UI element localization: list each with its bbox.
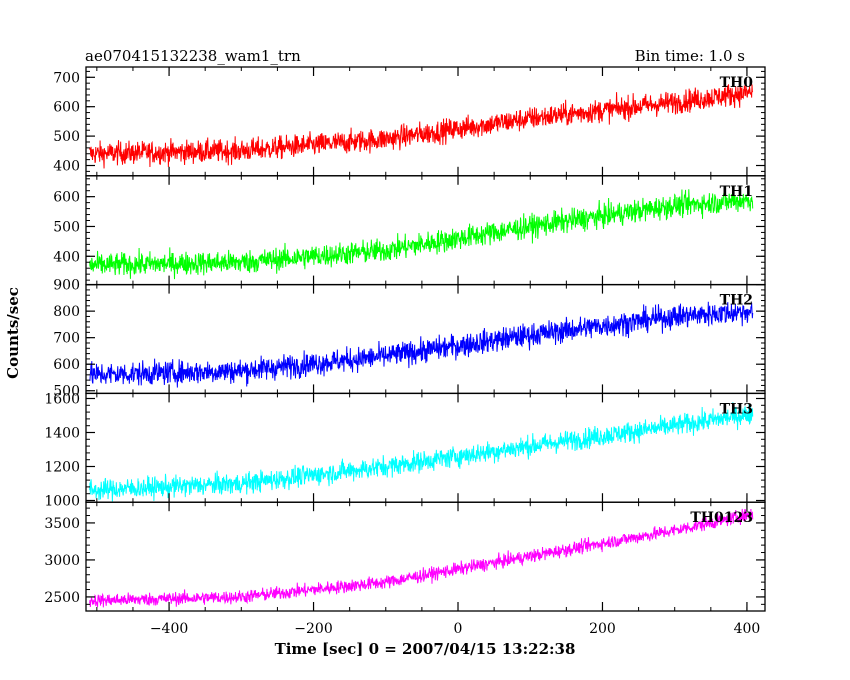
y-tick-label: 1000 (44, 494, 80, 510)
panel-th0123: 2500 3000 3500 TH0123 (44, 501, 766, 612)
panel-frame (85, 501, 766, 612)
y-tick-label: 900 (53, 278, 80, 294)
panel-label-th2: TH2 (720, 293, 753, 309)
panel-label-th0: TH0 (720, 75, 754, 91)
panel-label-th1: TH1 (720, 184, 753, 200)
panel-label-th0123: TH0123 (690, 510, 753, 526)
y-tick-label: 500 (53, 129, 80, 145)
panels-group: 400 500 600 700 TH0 400 500 600 TH1 500 600 700 800 9… (44, 66, 766, 637)
y-axis-label: Counts/sec (4, 287, 22, 379)
panel-label-th3: TH3 (720, 401, 753, 417)
bin-time-label: Bin time: 1.0 s (635, 47, 745, 65)
panel-frame (85, 392, 766, 503)
x-tick-label: 400 (734, 621, 761, 637)
y-tick-label: 800 (53, 304, 80, 320)
y-tick-label: 2500 (44, 590, 80, 606)
series-line-th0123 (89, 508, 754, 608)
y-tick-label: 3000 (44, 553, 80, 569)
series-line-th0 (89, 81, 754, 169)
y-tick-label: 600 (53, 357, 80, 373)
panel-th1: 400 500 600 TH1 (53, 175, 766, 286)
chart-title: ae070415132238_wam1_trn (85, 47, 301, 65)
y-tick-label: 3500 (44, 516, 80, 532)
y-tick-label: 500 (53, 384, 80, 400)
y-tick-label: 600 (53, 100, 80, 116)
x-tick-label: 200 (589, 621, 616, 637)
series-line-th3 (89, 402, 754, 502)
panel-frame (85, 66, 766, 177)
series-line-th1 (89, 189, 754, 280)
x-axis-label: Time [sec] 0 = 2007/04/15 13:22:38 (275, 640, 576, 658)
y-tick-label: 400 (53, 159, 80, 175)
series-line-th2 (89, 301, 754, 388)
y-tick-label: 1400 (44, 426, 80, 442)
panel-th2: 500 600 700 800 900 TH2 (53, 278, 766, 400)
y-tick-label: 700 (53, 70, 80, 86)
y-tick-label: 600 (53, 190, 80, 206)
y-tick-label: 1200 (44, 460, 80, 476)
panel-th3: 1000 1200 1400 1600 TH3 (44, 392, 766, 510)
y-tick-label: 500 (53, 219, 80, 235)
y-tick-label: 1600 (44, 392, 80, 408)
panel-th0: 400 500 600 700 TH0 (53, 66, 766, 177)
x-tick-label: −400 (150, 621, 188, 637)
y-tick-label: 400 (53, 249, 80, 265)
x-tick-label: −200 (294, 621, 332, 637)
x-tick-label: 0 (454, 621, 463, 637)
y-tick-label: 700 (53, 331, 80, 347)
